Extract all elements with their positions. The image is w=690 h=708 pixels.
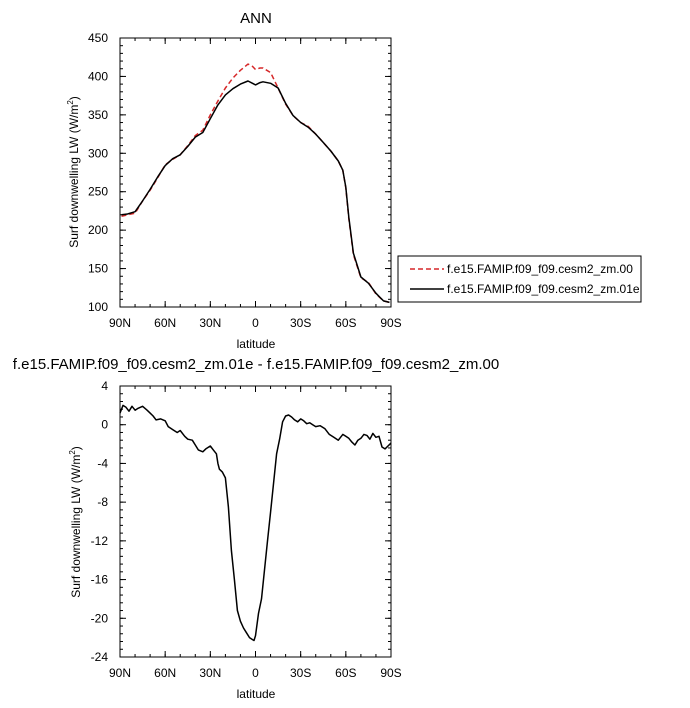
x-tick-label: 90S bbox=[380, 666, 401, 680]
y-axis-label: Surf downwelling LW (W/m2) bbox=[68, 446, 83, 598]
bottom-difference-chart: f.e15.FAMIP.f09_f09.cesm2_zm.01e - f.e15… bbox=[13, 356, 499, 701]
series-line-2 bbox=[121, 80, 390, 304]
y-tick-label: -20 bbox=[91, 611, 109, 625]
y-tick-label: 450 bbox=[88, 31, 108, 45]
x-tick-label: 60S bbox=[335, 316, 356, 330]
plot-frame bbox=[119, 385, 392, 658]
x-tick-label: 90N bbox=[109, 666, 131, 680]
series-line-1 bbox=[119, 404, 392, 642]
series-group bbox=[119, 404, 392, 642]
y-tick-label: 350 bbox=[88, 108, 108, 122]
y-axis-label-close: ) bbox=[67, 96, 81, 100]
y-tick-labels: 4 0 -4 -8 -12 -16 -20 -24 bbox=[91, 379, 109, 664]
y-tick-label: -4 bbox=[97, 456, 108, 470]
x-tick-label: 0 bbox=[252, 666, 259, 680]
legend-box bbox=[397, 255, 642, 303]
y-tick-label: 400 bbox=[88, 69, 108, 83]
y-tick-label: 200 bbox=[88, 223, 108, 237]
y-axis-label-main: Surf downwelling LW (W/m bbox=[67, 105, 81, 248]
x-tick-label: 60S bbox=[335, 666, 356, 680]
y-tick-label: 250 bbox=[88, 185, 108, 199]
y-tick-label: -12 bbox=[91, 534, 109, 548]
y-axis-label-sup: 2 bbox=[66, 100, 75, 105]
y-tick-label: 150 bbox=[88, 262, 108, 276]
y-tick-label: 300 bbox=[88, 146, 108, 160]
x-tick-label: 30N bbox=[199, 666, 221, 680]
y-tick-label: -16 bbox=[91, 573, 109, 587]
y-axis-label-main: Surf downwelling LW (W/m bbox=[69, 455, 83, 598]
x-axis-label: latitude bbox=[237, 687, 276, 701]
difference-chart-title: f.e15.FAMIP.f09_f09.cesm2_zm.01e - f.e15… bbox=[13, 356, 499, 373]
x-tick-label: 0 bbox=[252, 316, 259, 330]
legend: f.e15.FAMIP.f09_f09.cesm2_zm.00 f.e15.FA… bbox=[397, 255, 642, 303]
x-tick-label: 30N bbox=[199, 316, 221, 330]
series-line-1 bbox=[121, 63, 390, 304]
plot-frame bbox=[119, 37, 392, 308]
x-tick-label: 30S bbox=[290, 666, 311, 680]
x-axis-label: latitude bbox=[237, 337, 276, 351]
y-tick-labels: 100 150 200 250 300 350 400 450 bbox=[88, 31, 108, 314]
x-tick-labels: 90N 60N 30N 0 30S 60S 90S bbox=[109, 666, 402, 680]
x-tick-label: 90N bbox=[109, 316, 131, 330]
chart-title: ANN bbox=[240, 10, 272, 27]
legend-label-series-1: f.e15.FAMIP.f09_f09.cesm2_zm.00 bbox=[447, 262, 633, 276]
series-group bbox=[121, 63, 390, 304]
x-tick-label: 60N bbox=[154, 316, 176, 330]
tick-marks bbox=[119, 385, 392, 658]
legend-label-series-2: f.e15.FAMIP.f09_f09.cesm2_zm.01e bbox=[447, 282, 640, 296]
y-tick-label: 100 bbox=[88, 300, 108, 314]
y-tick-label: -8 bbox=[97, 495, 108, 509]
y-tick-label: 4 bbox=[101, 379, 108, 393]
y-axis-label: Surf downwelling LW (W/m2) bbox=[66, 96, 81, 248]
x-tick-label: 90S bbox=[380, 316, 401, 330]
x-tick-label: 60N bbox=[154, 666, 176, 680]
x-tick-label: 30S bbox=[290, 316, 311, 330]
y-tick-label: 0 bbox=[101, 418, 108, 432]
x-tick-labels: 90N 60N 30N 0 30S 60S 90S bbox=[109, 316, 402, 330]
y-tick-label: -24 bbox=[91, 650, 109, 664]
top-line-chart: ANN 100 150 200 250 300 350 400 450 90N 60N 30N 0 3… bbox=[66, 10, 402, 351]
y-axis-label-sup: 2 bbox=[68, 450, 77, 455]
y-axis-label-close: ) bbox=[69, 446, 83, 450]
